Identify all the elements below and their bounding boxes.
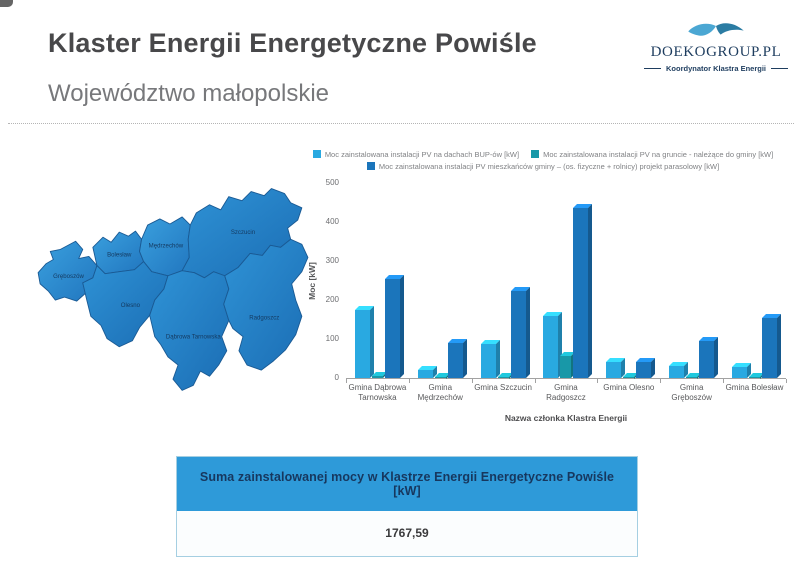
- bar-chart: Moc [kW] 0 100 200 300 400 500 Gmina Dąbrowa …: [304, 178, 794, 423]
- plot-area: [346, 183, 787, 383]
- bar: [480, 343, 496, 378]
- bar: [623, 376, 635, 378]
- bar: [686, 376, 698, 378]
- map-svg: Gręboszów Bolesław Mędrzechów Szczucin O…: [37, 188, 309, 391]
- y-axis-title: Moc [kW]: [307, 261, 317, 300]
- y-axis-title-column: Moc [kW]: [304, 183, 320, 378]
- x-axis-tick: [723, 379, 725, 383]
- summary-box: Suma zainstalowanej mocy w Klastrze Ener…: [176, 456, 638, 557]
- x-labels: Gmina Dąbrowa Tarnowska Gmina Mędrzechów G…: [346, 383, 786, 403]
- y-tick-label: 200: [325, 295, 339, 304]
- legend-label-2: Moc zainstalowana instalacji PV na grunc…: [543, 150, 774, 159]
- logo-tagline-text: Koordynator Klastra Energii: [665, 64, 767, 73]
- legend-label-3: Moc zainstalowana instalacji PV mieszkań…: [378, 162, 720, 171]
- plot-column: Gmina Dąbrowa Tarnowska Gmina Mędrzechów G…: [346, 183, 787, 423]
- map-label-boleslaw: Bolesław: [107, 251, 132, 258]
- bar: [497, 376, 509, 378]
- bar: [636, 362, 652, 378]
- y-tick-label: 500: [325, 178, 339, 187]
- page-title: Klaster Energii Energetyczne Powiśle: [48, 28, 537, 58]
- bar: [543, 316, 559, 378]
- logo-text: DOEKOGROUP.PL: [650, 44, 782, 60]
- x-axis-tick: [346, 379, 347, 383]
- bar: [606, 362, 622, 378]
- dash-left: [643, 68, 661, 69]
- y-tick-label: 100: [325, 334, 339, 343]
- x-tick-label: Gmina Gręboszów: [671, 383, 712, 402]
- x-tick-label: Gmina Dąbrowa Tarnowska: [348, 383, 407, 402]
- legend-row-2: Moc zainstalowana instalacji PV mieszkań…: [292, 162, 794, 171]
- y-axis: 0 100 200 300 400 500: [320, 178, 346, 382]
- legend-swatch-light-blue: [312, 150, 321, 158]
- bar: [354, 309, 370, 378]
- bar-group: [535, 207, 597, 378]
- company-logo: DOEKOGROUP.PL Koordynator Klastra Energi…: [638, 18, 794, 73]
- x-axis-tick: [786, 379, 787, 383]
- map-label-radgoszcz: Radgoszcz: [249, 314, 279, 321]
- bar: [761, 317, 777, 378]
- bar: [371, 376, 383, 378]
- bar-group: [409, 342, 471, 378]
- map-label-olesno: Olesno: [121, 302, 141, 309]
- logo-tagline: Koordynator Klastra Energii: [643, 64, 789, 73]
- x-axis-tick: [408, 379, 410, 383]
- municipality-map: Gręboszów Bolesław Mędrzechów Szczucin O…: [30, 186, 314, 400]
- bar-group: [472, 291, 534, 378]
- summary-title: Suma zainstalowanej mocy w Klastrze Ener…: [177, 457, 637, 511]
- dash-right: [771, 68, 789, 69]
- legend-row-1: Moc zainstalowana instalacji PV na dacha…: [292, 150, 794, 159]
- legend-item-3: Moc zainstalowana instalacji PV mieszkań…: [366, 162, 720, 171]
- legend-swatch-teal: [531, 150, 540, 158]
- bar-group: [598, 362, 660, 378]
- legend-item-2: Moc zainstalowana instalacji PV na grunc…: [531, 150, 773, 159]
- bar: [731, 367, 747, 378]
- chart-legend: Moc zainstalowana instalacji PV na dacha…: [292, 150, 794, 171]
- x-tick-label: Gmina Mędrzechów: [417, 383, 463, 402]
- y-tick-label: 300: [325, 256, 339, 265]
- chart-axis-area: Moc [kW] 0 100 200 300 400 500 Gmina Dąbrowa …: [304, 178, 794, 423]
- bar-group: [723, 317, 785, 378]
- map-region-greboszow: [37, 240, 98, 302]
- bar: [510, 291, 526, 378]
- y-tick-label: 400: [325, 217, 339, 226]
- bar: [560, 355, 572, 378]
- y-tick-label: 0: [334, 373, 339, 382]
- bar: [447, 342, 463, 378]
- scan-artifact: [0, 0, 13, 7]
- map-region-radgoszcz: [223, 238, 309, 371]
- x-axis-tick: [534, 379, 536, 383]
- bar: [699, 340, 715, 378]
- legend-label-1: Moc zainstalowana instalacji PV na dacha…: [324, 150, 520, 159]
- x-axis-tick: [660, 379, 662, 383]
- x-axis-tick: [471, 379, 473, 383]
- bar: [417, 370, 433, 378]
- x-axis-tick: [597, 379, 599, 383]
- x-axis-title: Nazwa członka Klastra Energii: [504, 413, 628, 423]
- bar: [384, 279, 400, 378]
- x-tick-label: Gmina Radgoszcz: [546, 383, 586, 402]
- bar-group: [661, 340, 723, 378]
- header-divider: [8, 123, 794, 124]
- bar: [748, 376, 760, 378]
- bar: [434, 376, 446, 378]
- map-label-szczucin: Szczucin: [231, 229, 255, 236]
- page-subtitle: Województwo małopolskie: [48, 80, 330, 107]
- map-region-dabrowa-tarnowska: [149, 270, 230, 391]
- bar: [573, 207, 589, 378]
- x-tick-label: Gmina Szczucin: [474, 383, 532, 392]
- map-label-medrzechow: Mędrzechów: [149, 242, 184, 249]
- map-label-dabrowa-tarnowska: Dąbrowa Tarnowska: [166, 334, 222, 341]
- map-label-greboszow: Gręboszów: [53, 273, 84, 280]
- summary-value: 1767,59: [385, 526, 429, 540]
- x-tick-label: Gmina Bolesław: [725, 383, 784, 392]
- x-tick-label: Gmina Olesno: [603, 383, 655, 392]
- bar: [669, 366, 685, 378]
- legend-swatch-blue: [366, 162, 375, 170]
- bird-swoosh-icon: [688, 23, 744, 36]
- bar-group: [346, 279, 408, 378]
- legend-item-1: Moc zainstalowana instalacji PV na dacha…: [312, 150, 520, 159]
